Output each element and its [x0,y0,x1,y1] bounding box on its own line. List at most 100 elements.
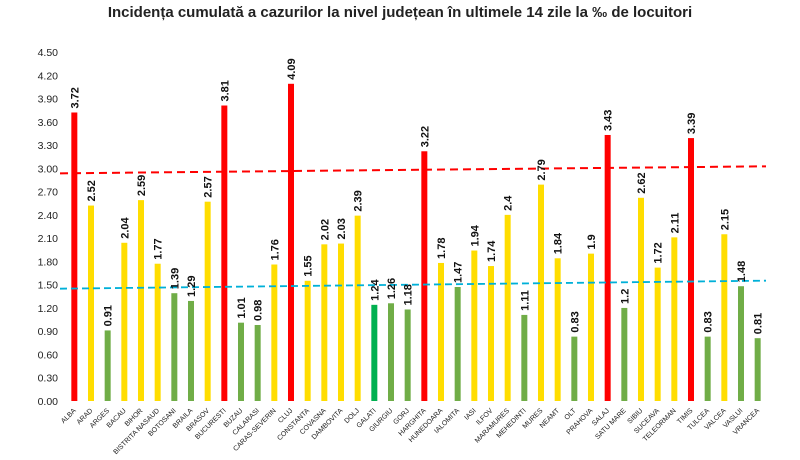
bar [371,304,378,401]
data-label: 2.15 [719,209,731,230]
y-tick-label: 0.30 [38,373,59,385]
y-tick-label: 1.80 [38,256,59,268]
y-tick-label: 4.50 [38,47,59,59]
bar [154,263,161,401]
bar [288,83,294,401]
y-tick-label: 3.90 [38,94,59,106]
data-label: 3.81 [219,80,231,101]
data-label: 1.26 [386,278,398,299]
data-label: 1.47 [453,262,465,283]
bar [488,266,494,401]
data-label: 2.52 [86,180,98,201]
bar [738,286,744,401]
bar [138,200,144,401]
bar [454,286,461,401]
reference-line-cyan [59,279,767,290]
value-labels: 3.72 2.52 0.91 2.04 2.59 1.77 1.39 1.29 2.57 3.81… [69,58,764,334]
bar [554,258,561,401]
bar [238,322,244,401]
data-label: 2.04 [119,216,131,238]
y-tick-label: 3.00 [38,163,59,175]
bar [104,330,111,401]
y-tick-label: 3.30 [38,140,59,152]
data-label: 1.84 [553,232,565,254]
bar [604,134,611,402]
y-tick-label: 0.90 [38,326,59,338]
category-label: IASI [463,407,477,421]
bar [504,214,511,401]
data-label: 1.55 [303,255,315,276]
y-tick-label: 2.40 [38,210,59,222]
bar [438,262,444,401]
bar [388,303,394,401]
data-label: 0.83 [569,311,581,332]
data-label: 3.22 [419,126,431,147]
y-tick-label: 3.60 [38,117,59,129]
bar [521,314,528,401]
data-label: 4.09 [286,58,298,79]
data-label: 1.72 [653,242,665,263]
bar [221,105,228,401]
data-label: 1.39 [169,268,181,289]
data-label: 2.02 [319,219,331,240]
bar [638,197,644,401]
y-tick-label: 1.20 [38,303,59,315]
bar [404,309,411,401]
data-label: 2.62 [636,172,648,193]
data-label: 1.78 [436,238,448,259]
data-label: 2.4 [503,195,515,211]
category-label: OLT [564,407,579,422]
data-label: 2.59 [136,175,148,196]
data-label: 3.43 [603,110,615,131]
data-label: 3.72 [69,87,81,108]
y-tick-label: 0.60 [38,349,59,361]
data-label: 1.74 [486,240,498,262]
bar [171,293,178,401]
bar [688,138,694,401]
reference-line-red [59,165,767,175]
bar [671,237,678,401]
bar [754,338,761,401]
bar [271,264,278,401]
category-label: ALBA [60,407,78,425]
data-label: 2.03 [336,218,348,239]
data-label: 0.98 [253,300,265,321]
data-label: 2.11 [669,213,681,234]
bar [338,243,344,401]
y-tick-label: 0.00 [38,396,59,408]
bar [654,267,661,401]
bar [304,280,311,401]
y-tick-label: 2.70 [38,187,59,199]
data-label: 0.91 [103,305,115,326]
y-tick-label: 4.20 [38,70,59,82]
data-label: 1.48 [736,261,748,282]
data-label: 0.83 [703,311,715,332]
bar [188,300,194,401]
data-label: 3.39 [686,113,698,134]
data-label: 1.2 [619,289,631,304]
chart-title: Incidența cumulată a cazurilor la nivel … [107,4,693,21]
data-label: 1.24 [369,279,381,301]
bar [71,112,78,401]
bar [704,336,711,401]
bar [421,151,428,401]
bar [621,307,628,401]
data-label: 2.79 [536,159,548,180]
bar [571,336,578,401]
bar [88,205,94,401]
bar [254,324,261,401]
data-label: 1.01 [236,297,248,318]
bar [321,244,328,401]
data-label: 1.11 [519,290,531,311]
reference-lines [59,165,767,290]
data-label: 1.76 [269,239,281,260]
bar [721,234,728,401]
bar [121,242,128,401]
bar [354,215,361,401]
data-label: 1.77 [153,238,165,259]
data-label: 1.18 [403,284,415,305]
data-label: 1.29 [186,276,198,297]
